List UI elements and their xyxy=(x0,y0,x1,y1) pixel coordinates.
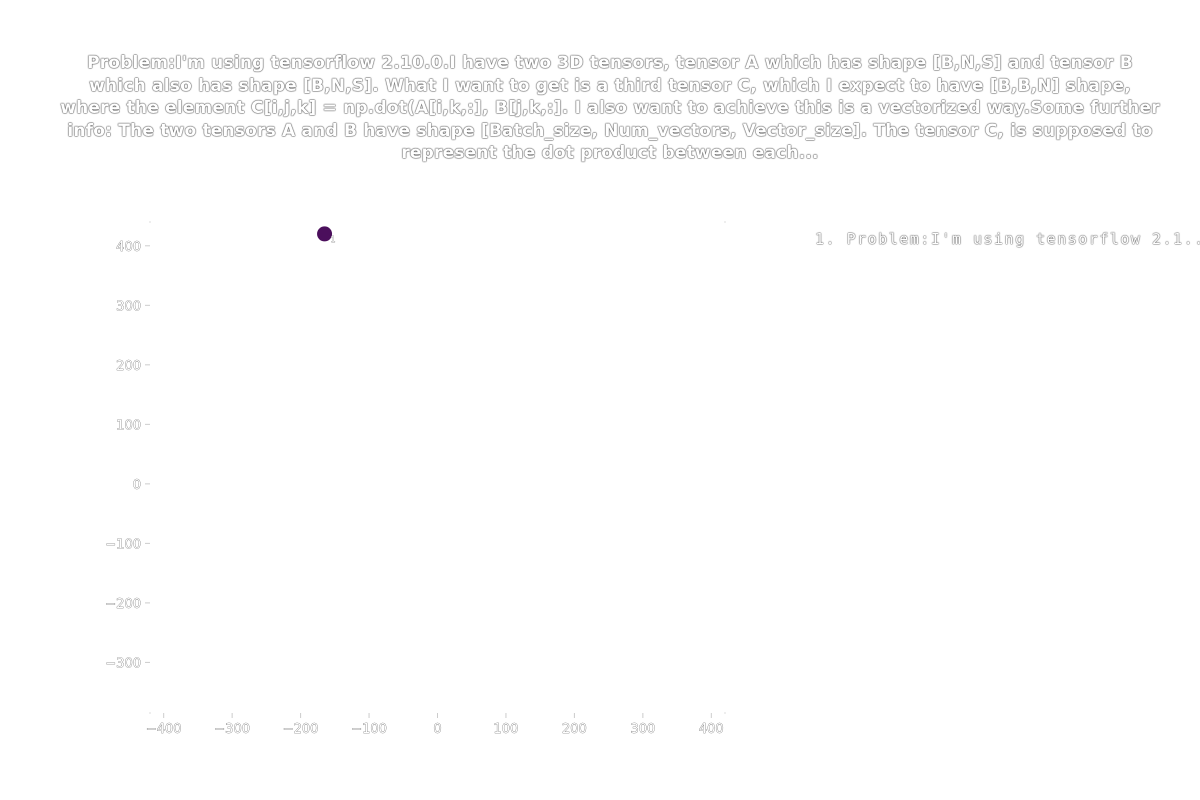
y-tick-label: −300 xyxy=(105,656,141,671)
y-tick-label: 300 xyxy=(116,299,141,314)
y-tick-label: 0 xyxy=(133,478,141,493)
y-tick-label: −200 xyxy=(105,597,141,612)
x-tick-label: 300 xyxy=(630,722,655,737)
legend-entry: 1. Problem:I'm using tensorflow 2.1... xyxy=(815,230,1200,248)
x-tick-label: −400 xyxy=(146,722,182,737)
x-tick-label: 0 xyxy=(433,722,441,737)
data-point-label: 1 xyxy=(331,235,336,244)
x-tick-label: −200 xyxy=(283,722,319,737)
plot-corner-mark xyxy=(149,712,151,714)
data-points: 1 xyxy=(317,226,336,244)
x-tick-label: 400 xyxy=(699,722,724,737)
plot-corner-mark xyxy=(724,712,726,714)
y-tick-label: 400 xyxy=(116,240,141,255)
plot-corner-mark xyxy=(724,221,726,223)
y-tick-label: 200 xyxy=(116,359,141,374)
y-tick-label: 100 xyxy=(116,418,141,433)
axis-ticks: −400 −300 −200 −100 0 100 200 300 400 −300 −200 −10… xyxy=(105,221,726,737)
x-tick-label: 200 xyxy=(562,722,587,737)
plot-corner-mark xyxy=(149,221,151,223)
x-tick-label: 100 xyxy=(494,722,519,737)
chart-title: Problem:I'm using tensorflow 2.10.0.I ha… xyxy=(60,53,1160,164)
y-tick-label: −100 xyxy=(105,537,141,552)
x-tick-label: −300 xyxy=(214,722,250,737)
data-point xyxy=(317,226,333,242)
x-tick-label: −100 xyxy=(351,722,387,737)
